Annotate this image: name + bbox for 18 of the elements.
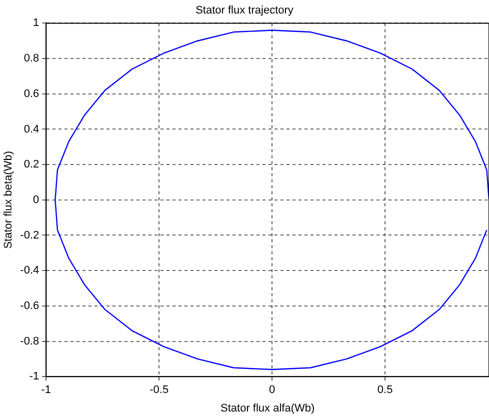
x-axis-title: Stator flux alfa(Wb) <box>220 402 315 414</box>
y-tick-label: 0.2 <box>24 158 40 171</box>
x-tick-label: -0.5 <box>150 384 169 396</box>
y-tick-label: 0 <box>33 194 40 206</box>
y-tick-label: 0.8 <box>24 52 40 65</box>
chart-title: Stator flux trajectory <box>196 4 294 17</box>
y-axis-title: Stator flux beta(Wb) <box>2 150 15 249</box>
x-tick-label: -1 <box>41 384 52 396</box>
y-tick-label: -0.8 <box>20 335 40 348</box>
y-tick-label: -0.4 <box>20 264 40 277</box>
y-tick-label: 0.6 <box>24 88 40 100</box>
x-tick-label: 0.5 <box>377 384 393 396</box>
y-tick-label: -0.2 <box>20 229 40 242</box>
y-tick-label: 1 <box>33 17 40 30</box>
y-tick-label: -1 <box>29 370 40 383</box>
y-tick-label: 0.4 <box>24 123 40 136</box>
x-tick-label: 0 <box>269 384 276 396</box>
y-tick-label: -0.6 <box>20 300 40 312</box>
